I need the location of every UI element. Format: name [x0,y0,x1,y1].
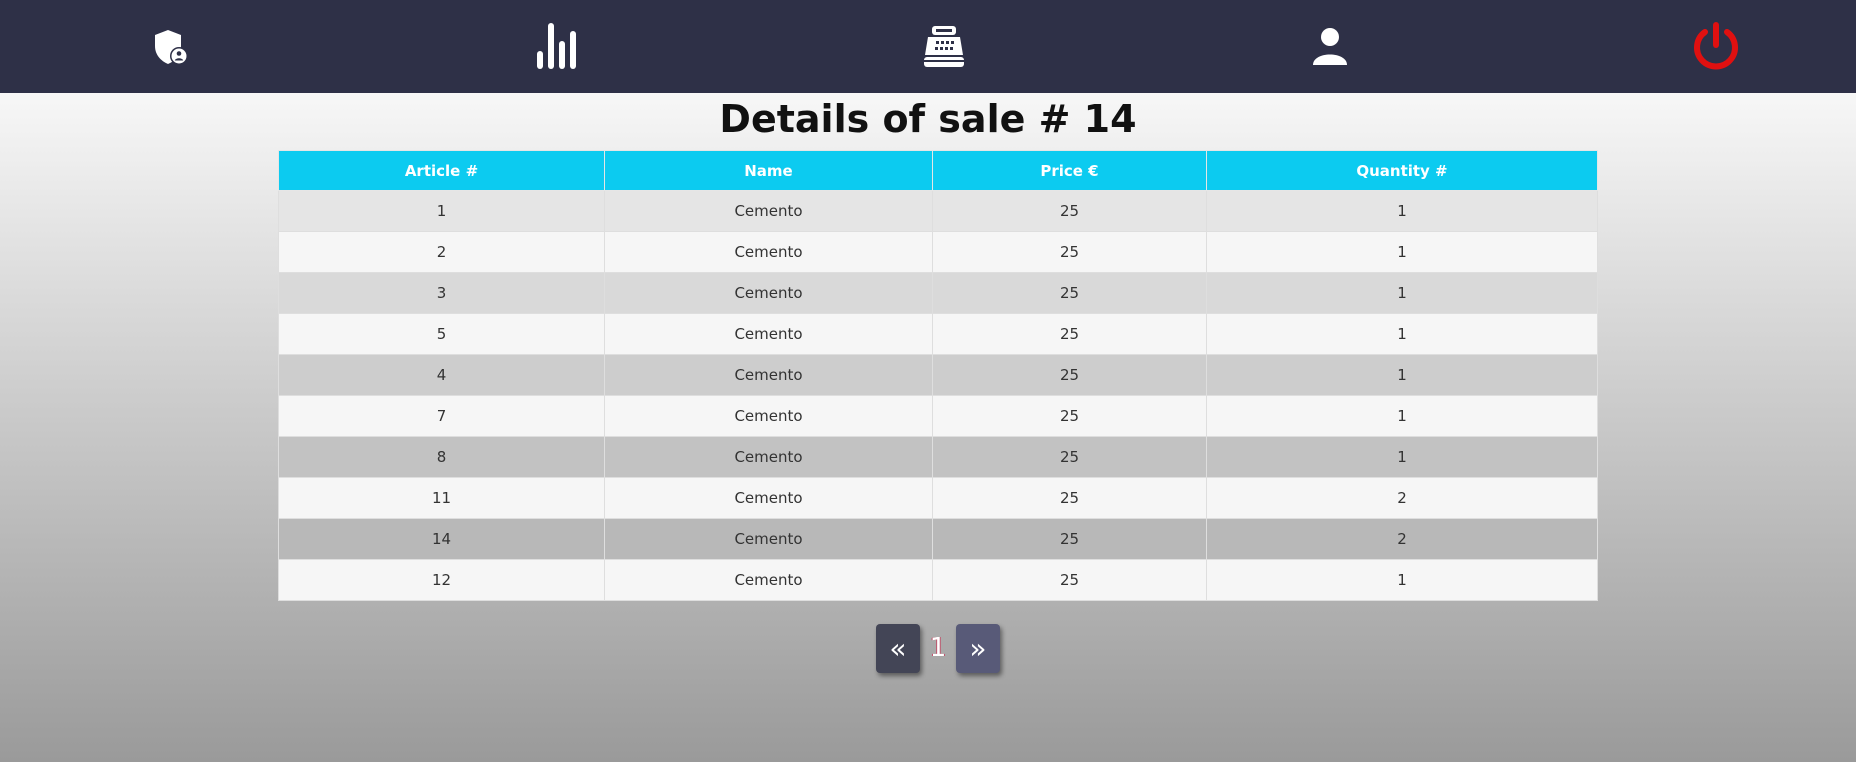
cell-price: 25 [932,272,1207,314]
cell-name: Cemento [604,313,933,355]
cell-article: 2 [278,231,605,273]
cell-price: 25 [932,395,1207,437]
table-row: 14 Cemento 25 2 [278,518,1598,560]
column-header-article[interactable]: Article # [278,150,605,191]
cell-article: 7 [278,395,605,437]
cell-price: 25 [932,477,1207,519]
cell-name: Cemento [604,559,933,601]
cell-price: 25 [932,354,1207,396]
nav-admin-button[interactable] [135,11,207,83]
cell-price: 25 [932,518,1207,560]
cell-quantity: 2 [1206,477,1598,519]
cell-name: Cemento [604,231,933,273]
table-row: 2 Cemento 25 1 [278,231,1598,273]
cell-price: 25 [932,190,1207,232]
cell-name: Cemento [604,272,933,314]
cell-article: 14 [278,518,605,560]
cell-article: 3 [278,272,605,314]
user-icon [1312,27,1347,65]
column-header-price[interactable]: Price € [932,150,1207,191]
top-navbar [0,0,1856,93]
nav-sales-button[interactable] [908,11,980,83]
table-row: 7 Cemento 25 1 [278,395,1598,437]
cell-name: Cemento [604,395,933,437]
cell-price: 25 [932,559,1207,601]
cell-price: 25 [932,436,1207,478]
cell-quantity: 1 [1206,436,1598,478]
nav-profile-button[interactable] [1294,11,1366,83]
cell-quantity: 1 [1206,272,1598,314]
table-row: 5 Cemento 25 1 [278,313,1598,355]
table-row: 4 Cemento 25 1 [278,354,1598,396]
bar-chart-icon [537,22,577,69]
shield-user-icon [155,29,188,65]
table-row: 11 Cemento 25 2 [278,477,1598,519]
table-row: 8 Cemento 25 1 [278,436,1598,478]
cell-price: 25 [932,231,1207,273]
cell-quantity: 1 [1206,231,1598,273]
previous-page-button[interactable]: « [876,623,920,673]
next-page-button[interactable]: » [956,623,1000,673]
cell-article: 12 [278,559,605,601]
column-header-name[interactable]: Name [604,150,933,191]
table-row: 1 Cemento 25 1 [278,190,1598,232]
cell-quantity: 1 [1206,313,1598,355]
sale-details-table: Article # Name Price € Quantity # 1 Ceme… [278,150,1598,601]
cell-article: 4 [278,354,605,396]
cell-price: 25 [932,313,1207,355]
table-row: 3 Cemento 25 1 [278,272,1598,314]
current-page-number: 1 [929,633,947,663]
cell-name: Cemento [604,354,933,396]
cell-quantity: 1 [1206,354,1598,396]
nav-stats-button[interactable] [521,11,593,83]
table-header-row: Article # Name Price € Quantity # [278,150,1598,191]
cell-article: 5 [278,313,605,355]
nav-logout-button[interactable] [1680,11,1752,83]
column-header-quantity[interactable]: Quantity # [1206,150,1598,191]
cell-quantity: 2 [1206,518,1598,560]
power-icon [1694,21,1738,69]
cell-name: Cemento [604,436,933,478]
pagination: « 1 » [876,623,1000,673]
table-row: 12 Cemento 25 1 [278,559,1598,601]
cell-quantity: 1 [1206,559,1598,601]
cell-quantity: 1 [1206,395,1598,437]
cell-name: Cemento [604,518,933,560]
cell-article: 11 [278,477,605,519]
cell-name: Cemento [604,190,933,232]
cell-article: 1 [278,190,605,232]
cell-article: 8 [278,436,605,478]
cash-register-icon [923,25,964,67]
page-title: Details of sale # 14 [719,97,1137,141]
cell-quantity: 1 [1206,190,1598,232]
cell-name: Cemento [604,477,933,519]
